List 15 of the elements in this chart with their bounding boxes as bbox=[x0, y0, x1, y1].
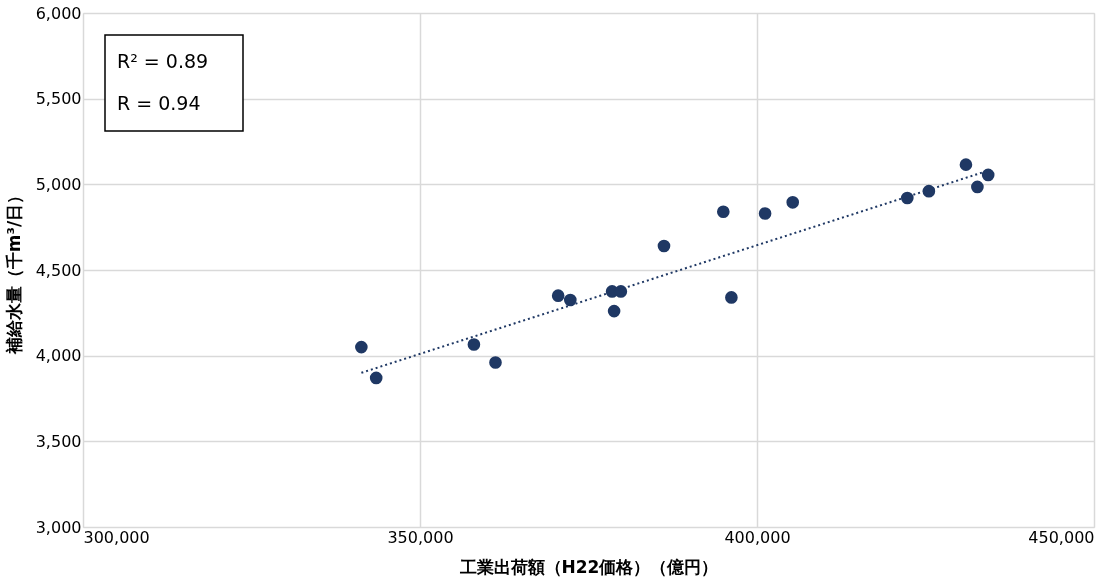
y-tick-label: 5,000 bbox=[35, 174, 82, 194]
y-axis-title: 補給水量（千m³/日） bbox=[3, 186, 24, 356]
annotation: R² = 0.89 bbox=[117, 50, 209, 72]
y-tick-label: 4,500 bbox=[35, 260, 82, 280]
x-tick-label: 450,000 bbox=[1028, 527, 1095, 547]
y-tick-label: 5,500 bbox=[35, 89, 82, 109]
x-tick-label: 400,000 bbox=[724, 527, 791, 547]
annotation: R = 0.94 bbox=[117, 92, 201, 114]
y-tick-label: 3,000 bbox=[35, 517, 82, 537]
y-tick-label: 6,000 bbox=[35, 3, 82, 23]
x-tick-label: 350,000 bbox=[387, 527, 454, 547]
y-tick-label: 4,000 bbox=[35, 346, 82, 366]
x-tick-label: 300,000 bbox=[83, 527, 150, 547]
y-tick-label: 3,500 bbox=[35, 431, 82, 451]
x-axis-title: 工業出荷額（H22価格）（億円） bbox=[458, 556, 719, 577]
